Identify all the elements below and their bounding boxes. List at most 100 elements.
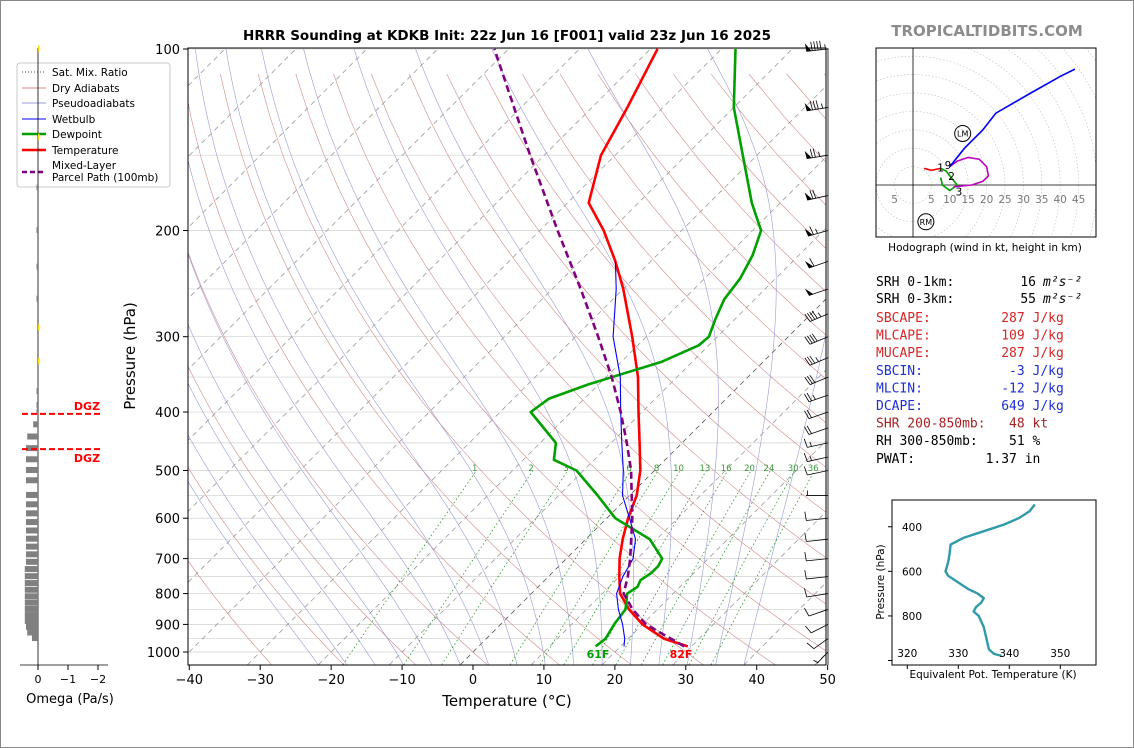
dry-adiabat-line xyxy=(484,73,826,468)
mixing-ratio-line xyxy=(509,470,632,665)
hodograph-height-label: 9 xyxy=(945,160,952,172)
isotherm-line xyxy=(530,369,826,665)
x-tick-label: 50 xyxy=(819,673,836,688)
mixing-ratio-label: 8 xyxy=(654,464,659,474)
storm-motion-label: RM xyxy=(920,218,933,227)
dgz-top-label: DGZ xyxy=(74,400,100,413)
profile-dewpoint xyxy=(529,48,763,648)
wind-barb xyxy=(804,425,829,435)
skewt-ylabel: Pressure (hPa) xyxy=(121,302,139,410)
wind-barb-flag xyxy=(804,103,812,111)
wind-barb-staff xyxy=(807,195,829,201)
dgz-bottom-label: DGZ xyxy=(74,452,100,465)
omega-bar xyxy=(38,133,40,140)
wind-barb-full xyxy=(806,642,815,649)
omega-bar xyxy=(27,433,38,440)
x-tick-label: 0 xyxy=(469,673,477,688)
hodograph-trace xyxy=(949,156,990,188)
pseudoadiabat-line xyxy=(743,332,826,665)
mixing-ratio-line xyxy=(615,470,729,665)
omega-bar xyxy=(26,510,38,517)
mixing-ratio-line xyxy=(662,470,771,665)
wind-barb-full xyxy=(804,511,807,521)
isotherm-line xyxy=(188,48,580,442)
pseudoadiabat-line xyxy=(188,382,376,665)
pseudoadiabat-line xyxy=(587,48,719,665)
surface-temperature-label: 82F xyxy=(670,648,693,661)
wind-barb-full xyxy=(809,190,814,199)
mixing-ratio-line xyxy=(342,470,477,665)
dry-adiabat-line xyxy=(597,73,826,336)
isotherm-line xyxy=(601,440,826,665)
wind-barb-staff xyxy=(809,336,829,345)
omega-bar xyxy=(26,466,38,473)
dry-adiabat-line xyxy=(371,73,826,605)
wind-barb-staff xyxy=(806,154,829,159)
omega-panel: 0 −1 −2 xyxy=(20,45,108,686)
legend-temperature: Temperature xyxy=(51,145,119,157)
hodograph-ring-label: 45 xyxy=(1072,194,1085,206)
wind-barb-staff xyxy=(808,609,829,617)
wind-barb xyxy=(803,438,829,448)
storm-motion-marker xyxy=(917,213,935,231)
omega-bar xyxy=(27,629,38,636)
parameter-row: SBCAPE: 287 J/kg xyxy=(876,311,1064,326)
isotherm-line xyxy=(318,156,826,665)
parameter-row: PWAT: 1.37 in xyxy=(876,452,1040,467)
y-tick-label: 800 xyxy=(155,588,180,603)
omega-x-tick-label: −1 xyxy=(60,673,76,686)
wind-barb-full xyxy=(806,376,813,384)
hodograph-ring-label: 30 xyxy=(1017,194,1030,206)
x-tick-label: −20 xyxy=(317,673,344,688)
wind-barb xyxy=(804,355,829,366)
omega-bar xyxy=(24,580,38,587)
wind-barb-full xyxy=(804,393,810,402)
wind-barb xyxy=(806,490,828,496)
omega-bar xyxy=(24,599,38,606)
wind-barb-half xyxy=(821,103,824,109)
mixing-ratio-line xyxy=(641,470,752,665)
omega-bar xyxy=(24,612,38,619)
dry-adiabat-line xyxy=(188,365,416,665)
omega-bar xyxy=(26,558,38,565)
wind-barb-half xyxy=(812,394,816,400)
parameter-row: MLCIN: -12 J/kg xyxy=(876,381,1064,396)
omega-bar xyxy=(24,593,38,600)
omega-xlabel: Omega (Pa/s) xyxy=(26,692,114,707)
skewt-profile-curves: 1 2 3 6 8 10 13 16 20 24 30 36 xyxy=(472,48,819,648)
mixing-ratio-label: 36 xyxy=(808,464,819,474)
wind-barb-half xyxy=(818,151,821,157)
wind-barb xyxy=(804,258,829,269)
wind-barb-half xyxy=(824,44,826,50)
wind-barb-full xyxy=(806,409,812,418)
hodograph-frame xyxy=(875,47,1097,238)
pseudoadiabat-line xyxy=(188,159,461,665)
srh3-label: SRH 0-3km: xyxy=(876,292,954,307)
parameter-row: DCAPE: 649 J/kg xyxy=(876,399,1064,414)
theta-e-x-tick-label: 340 xyxy=(999,648,1019,660)
wind-barb xyxy=(803,452,829,462)
legend: Sat. Mix. Ratio Dry Adiabats Pseudoadiab… xyxy=(16,62,171,188)
legend-pseudoadiabats: Pseudoadiabats xyxy=(52,98,135,110)
legend-dry-adiabats: Dry Adiabats xyxy=(52,83,120,95)
hodograph-caption: Hodograph (wind in kt, height in km) xyxy=(888,242,1082,254)
mixing-ratio-label: 30 xyxy=(788,464,799,474)
hodograph-ring-label: 5 xyxy=(928,194,935,206)
hodograph-height-label: 3 xyxy=(956,187,963,199)
surface-dewpoint-label: 61F xyxy=(587,648,610,661)
wind-barb-full xyxy=(806,312,813,321)
omega-bar xyxy=(36,227,38,234)
hodograph-ring-label: 10 xyxy=(943,194,956,206)
omega-bar xyxy=(36,408,38,415)
mixing-ratio-label: 1 xyxy=(472,464,477,474)
wind-barb-full xyxy=(811,333,818,342)
hodograph-trace xyxy=(949,68,1076,168)
wind-barb-full xyxy=(804,570,807,580)
wind-barb-full xyxy=(812,148,816,158)
x-tick-label: −10 xyxy=(388,673,415,688)
skewt-axes: −40 −30 −20 −10 0 10 20 30 40 50 100 200 300 400 500 60… xyxy=(147,43,836,688)
wind-barb xyxy=(804,532,829,542)
wind-barb-staff xyxy=(807,470,829,476)
x-tick-label: 30 xyxy=(678,673,695,688)
wind-barb-full xyxy=(804,313,811,322)
